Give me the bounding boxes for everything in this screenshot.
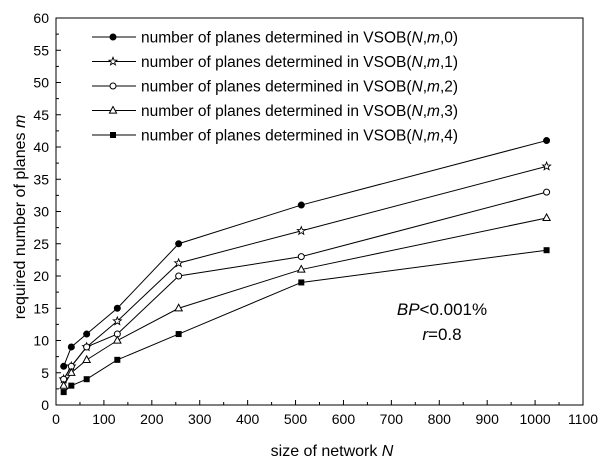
y-tick-label: 35 [33,171,49,187]
data-point-series-3 [66,367,76,376]
x-tick-label: 400 [236,411,260,427]
data-point-series-1 [112,315,123,326]
data-point-series-0 [83,330,91,338]
plot-border [55,17,584,406]
data-point-series-0 [297,201,305,209]
series-markers [58,137,552,396]
y-tick-label: 60 [33,10,49,26]
y-tick-label: 10 [33,333,49,349]
x-tick-label: 200 [140,411,164,427]
data-point-series-4 [60,389,67,396]
data-point-series-4 [83,376,90,383]
y-tick-label: 30 [33,204,49,220]
series-lines [63,140,547,393]
plot-frame [55,17,584,406]
x-tick-label: 1100 [568,411,598,427]
legend-label-1: number of planes determined in VSOB(N,m,… [141,54,458,71]
legend-marker-2 [109,82,117,90]
data-point-series-3 [174,303,184,312]
data-point-series-4 [175,331,182,338]
data-point-series-1 [541,160,552,171]
legend-label-4: number of planes determined in VSOB(N,m,… [141,128,458,145]
axis-ticks: 0 100 200 300 400 500 600 700 800 900 1000 1100 0 5 10… [33,10,598,427]
series-line-2 [63,191,547,380]
x-tick-label: 600 [332,411,356,427]
legend-marker-1 [107,56,119,66]
x-tick-label: 500 [284,411,308,427]
x-tick-label: 700 [380,411,404,427]
data-point-series-2 [175,272,183,280]
legend-marker-0 [109,33,117,41]
data-point-series-2 [543,188,551,196]
legend-label-3: number of planes determined in VSOB(N,m,… [141,103,458,120]
data-point-series-4 [68,382,75,389]
y-tick-label: 0 [41,397,49,413]
x-tick-label: 800 [428,411,452,427]
data-point-series-2 [83,343,91,351]
annotation-bp: BP<0.001% [397,300,487,319]
legend-label-0: number of planes determined in VSOB(N,m,… [141,30,458,47]
y-tick-label: 50 [33,75,49,91]
y-tick-label: 15 [33,300,49,316]
x-tick-label: 0 [52,411,60,427]
data-point-series-1 [173,257,184,268]
data-point-series-4 [543,247,550,254]
data-point-series-0 [175,240,183,248]
annotation-r: r=0.8 [422,325,461,344]
x-axis-label: size of network N [271,443,394,460]
y-axis-label: required number of planes m [12,115,29,320]
y-tick-label: 20 [33,268,49,284]
y-tick-label: 40 [33,139,49,155]
data-point-series-0 [543,137,551,145]
legend-label-2: number of planes determined in VSOB(N,m,… [141,79,458,96]
series-line-1 [63,165,547,380]
data-point-series-4 [298,279,305,286]
x-tick-label: 1000 [520,411,551,427]
data-point-series-0 [67,343,75,351]
data-point-series-0 [113,304,121,312]
y-tick-label: 55 [33,42,49,58]
data-point-series-2 [297,253,305,261]
y-tick-label: 5 [41,365,49,381]
data-point-series-3 [59,380,69,389]
series-line-0 [63,140,547,367]
data-point-series-4 [114,356,121,363]
data-point-series-3 [82,354,92,363]
x-tick-label: 100 [92,411,116,427]
y-tick-label: 25 [33,236,49,252]
data-point-series-0 [60,362,68,370]
y-tick-label: 45 [33,107,49,123]
data-point-series-1 [296,225,307,236]
data-point-series-3 [296,264,306,273]
x-tick-label: 300 [188,411,212,427]
legend-marker-4 [110,132,116,138]
data-point-series-3 [542,212,552,222]
legend: number of planes determined in VSOB(N,m,… [92,30,458,145]
x-tick-label: 900 [476,411,500,427]
series-line-4 [63,249,547,393]
legend-marker-3 [108,105,118,114]
data-point-series-3 [112,335,122,344]
